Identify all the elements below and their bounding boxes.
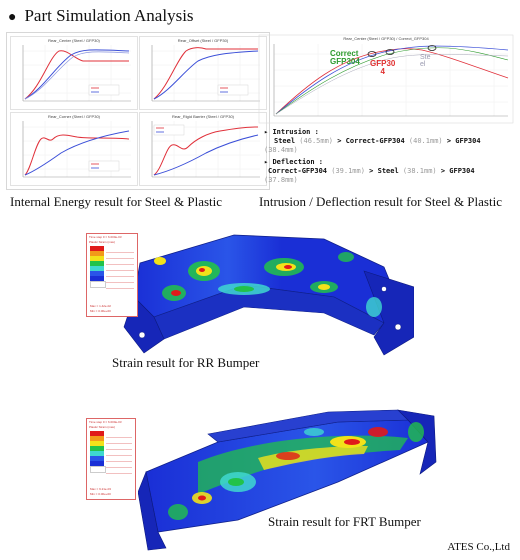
energy-subchart-title: Rear_Offset (Steel / GFP30) — [177, 38, 229, 43]
intrusion-steel-value: (46.5mm) — [299, 137, 334, 145]
energy-subchart-2: Rear_Offset (Steel / GFP30) — [139, 36, 267, 110]
gt-sign: > — [337, 137, 342, 145]
deflection-gfp-value: (37.8mm) — [264, 176, 298, 184]
intrusion-chart-plot — [258, 34, 514, 124]
legend-max: Max = 1.42e-02 — [90, 304, 111, 308]
legend-subtitle: Plastic Strain (max) — [89, 425, 116, 429]
label-gfp304-text: GFP304 — [330, 57, 360, 66]
legend-title: Time step 0 = 6.000e-03 — [89, 420, 122, 424]
deflection-result: ▸ Deflection : Correct-GFP304 (39.1mm) >… — [264, 158, 514, 185]
intrusion-gfp-value: (38.4mm) — [264, 146, 298, 154]
internal-energy-panel: Rear_Center (Steel / GFP30) Rear_Offset … — [6, 32, 270, 190]
intrusion-gfp: GFP304 — [455, 137, 481, 145]
deflection-correct: Correct-GFP304 — [268, 167, 328, 175]
intrusion-chart-title: Rear_Center (Steel / GFP30) / Correct_GF… — [343, 36, 429, 41]
label-correct-text: Correct — [330, 49, 359, 58]
frt-bumper-figure — [137, 402, 438, 552]
intrusion-caption: Intrusion / Deflection result for Steel … — [259, 194, 502, 209]
deflection-correct-value: (39.1mm) — [331, 167, 365, 175]
label-el-text: el — [420, 61, 426, 68]
frt-bumper-mesh — [137, 409, 437, 551]
legend-min: Min = 0.00e+00 — [90, 492, 111, 496]
intrusion-heading: Intrusion : — [272, 128, 319, 136]
energy-caption: Internal Energy result for Steel & Plast… — [10, 194, 223, 209]
deflection-gfp: GFP304 — [449, 167, 475, 175]
energy-subchart-plot — [22, 45, 131, 102]
energy-subchart-plot — [22, 121, 131, 178]
label-gfp304-red: GFP30 4 — [370, 60, 395, 76]
label-ste-text: Ste — [420, 54, 431, 61]
rr-bumper-mesh — [123, 234, 415, 356]
gt-sign: > — [446, 137, 452, 145]
energy-subchart-4: Rear_Rigid Barrier (Steel / GFP30) — [139, 112, 267, 186]
deflection-steel-value: (38.1mm) — [402, 167, 437, 175]
energy-subchart-plot — [151, 121, 260, 178]
frt-bumper-caption: Strain result for FRT Bumper — [268, 514, 421, 529]
deflection-steel: Steel — [377, 167, 399, 175]
deflection-heading: Deflection : — [272, 158, 324, 166]
rr-strain-legend: Time step 0 = 6.000e-03 Plastic Strain (… — [86, 233, 138, 317]
energy-subchart-3: Rear_Corner (Steel / GFP30) — [10, 112, 138, 186]
intrusion-correct-value: (40.1mm) — [408, 137, 443, 145]
energy-subchart-plot — [151, 45, 260, 102]
legend-ticks — [106, 432, 132, 474]
marker-steel — [427, 45, 437, 51]
intrusion-result: ▸ Intrusion : Steel (46.5mm) > Correct-G… — [264, 128, 514, 155]
label-correct-gfp304: Correct GFP304 — [330, 50, 360, 66]
rr-bumper-figure — [84, 227, 415, 377]
legend-max: Max = 9.21e-03 — [90, 487, 111, 491]
energy-subchart-title: Rear_Center (Steel / GFP30) — [48, 38, 100, 43]
gt-sign: > — [369, 167, 374, 175]
energy-subchart-title: Rear_Rigid Barrier (Steel / GFP30) — [171, 114, 235, 119]
energy-subchart-title: Rear_Corner (Steel / GFP30) — [47, 114, 101, 119]
marker-gfp304 — [385, 49, 395, 55]
page-title-text: Part Simulation Analysis — [24, 6, 194, 25]
label-gfp30-text: GFP30 — [370, 59, 396, 68]
bullet-icon: ● — [8, 10, 17, 25]
intrusion-steel: Steel — [274, 137, 296, 145]
gt-sign: > — [440, 167, 446, 175]
marker-correct-gfp304 — [367, 51, 377, 57]
energy-subchart-1: Rear_Center (Steel / GFP30) — [10, 36, 138, 110]
legend-color-scale — [90, 431, 106, 473]
intrusion-chart: Rear_Center (Steel / GFP30) / Correct_GF… — [258, 34, 514, 124]
legend-title: Time step 0 = 6.000e-03 — [89, 235, 122, 239]
label-steel: Ste el — [420, 54, 431, 68]
company-credit: ATES Co.,Ltd — [447, 541, 510, 553]
intrusion-correct: Correct-GFP304 — [345, 137, 405, 145]
page-title: ● Part Simulation Analysis — [8, 6, 194, 26]
label-4-text: 4 — [380, 67, 385, 76]
legend-ticks — [106, 247, 134, 289]
frt-strain-legend: Time step 0 = 6.000e-03 Plastic Strain (… — [86, 418, 136, 500]
legend-min: Min = 0.00e+00 — [90, 309, 111, 313]
legend-subtitle: Plastic Strain (max) — [89, 240, 116, 244]
rr-bumper-caption: Strain result for RR Bumper — [112, 355, 260, 370]
legend-color-scale — [90, 246, 106, 288]
